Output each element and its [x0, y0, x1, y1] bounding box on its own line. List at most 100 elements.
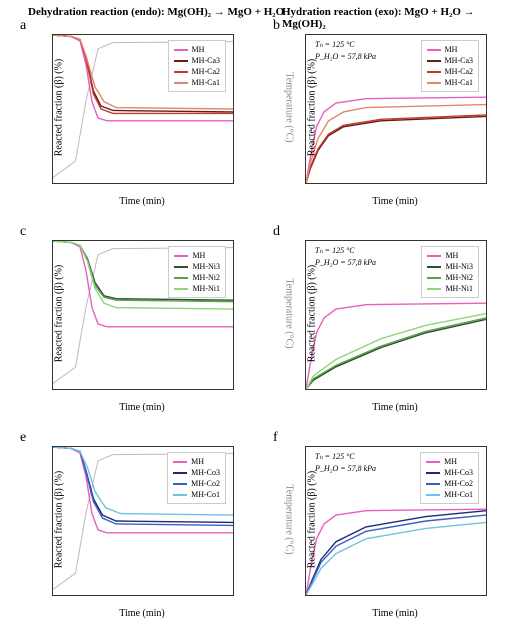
legend-label: MH-Ni2: [445, 273, 473, 282]
legend-swatch: [427, 277, 441, 279]
panel-letter-a: a: [20, 18, 26, 34]
legend-label: MH-Ca3: [445, 56, 473, 65]
legend-item: MH-Ni3: [174, 261, 220, 272]
legend-label: MH-Ni3: [445, 262, 473, 271]
legend-label: MH-Co3: [191, 468, 220, 477]
legend-item: MH: [174, 44, 220, 55]
legend-label: MH: [192, 251, 205, 260]
legend-swatch: [174, 82, 188, 84]
legend-a: MH MH-Ca3 MH-Ca2 MH-Ca1: [168, 40, 226, 92]
legend-swatch: [427, 82, 441, 84]
xlabel-a: Time (min): [112, 196, 172, 207]
panel-letter-d: d: [273, 224, 280, 240]
legend-label: MH-Ni1: [445, 284, 473, 293]
legend-label: MH-Co2: [444, 479, 473, 488]
legend-item: MH-Ca3: [427, 55, 473, 66]
legend-label: MH: [192, 45, 205, 54]
legend-label: MH-Ni3: [192, 262, 220, 271]
ylabel-b: Reacted fraction (β) (%): [306, 59, 317, 157]
legend-label: MH: [444, 457, 457, 466]
legend-item: MH-Ni1: [427, 283, 473, 294]
legend-item: MH-Co3: [426, 467, 473, 478]
hydration-title: Hydration reaction (exo): MgO + H₂O → Mg…: [282, 6, 521, 30]
legend-item: MH: [427, 44, 473, 55]
xlabel-c: Time (min): [112, 402, 172, 413]
legend-item: MH-Ca1: [427, 77, 473, 88]
y2label-e: Temperature (°C): [284, 484, 295, 554]
ylabel-c: Reacted fraction (β) (%): [53, 265, 64, 363]
legend-item: MH-Ni3: [427, 261, 473, 272]
legend-item: MH-Co1: [426, 489, 473, 500]
legend-d: MH MH-Ni3 MH-Ni2 MH-Ni1: [421, 246, 479, 298]
legend-swatch: [426, 461, 440, 463]
legend-label: MH-Co3: [444, 468, 473, 477]
legend-item: MH: [173, 456, 220, 467]
legend-item: MH: [427, 250, 473, 261]
series-Co1: [306, 522, 486, 595]
legend-e: MH MH-Co3 MH-Co2 MH-Co1: [167, 452, 226, 504]
legend-item: MH-Ca2: [427, 66, 473, 77]
anno-Th-b: Tₕ = 125 °C: [315, 40, 355, 49]
legend-label: MH-Co1: [444, 490, 473, 499]
legend-label: MH-Co2: [191, 479, 220, 488]
y2label-c: Temperature (°C): [284, 278, 295, 348]
series-MH: [306, 97, 486, 183]
y2label-a: Temperature (°C): [284, 72, 295, 142]
legend-label: MH-Ca2: [445, 67, 473, 76]
legend-label: MH-Ni1: [192, 284, 220, 293]
legend-item: MH-Ni2: [174, 272, 220, 283]
anno-Th-f: Tₕ = 125 °C: [315, 452, 355, 461]
legend-item: MH-Co2: [173, 478, 220, 489]
legend-label: MH: [445, 251, 458, 260]
xlabel-f: Time (min): [365, 608, 425, 619]
legend-swatch: [427, 266, 441, 268]
legend-b: MH MH-Ca3 MH-Ca2 MH-Ca1: [421, 40, 479, 92]
ylabel-e: Reacted fraction (β) (%): [53, 471, 64, 569]
legend-item: MH-Ca1: [174, 77, 220, 88]
legend-label: MH-Ca1: [192, 78, 220, 87]
legend-label: MH-Ca1: [445, 78, 473, 87]
legend-label: MH-Ca3: [192, 56, 220, 65]
legend-item: MH-Ca3: [174, 55, 220, 66]
series-Ni2: [306, 318, 486, 389]
legend-item: MH-Co3: [173, 467, 220, 478]
panel-letter-b: b: [273, 18, 280, 34]
xlabel-d: Time (min): [365, 402, 425, 413]
legend-label: MH-Co1: [191, 490, 220, 499]
legend-label: MH: [445, 45, 458, 54]
legend-item: MH: [174, 250, 220, 261]
figure-grid: Dehydration reaction (endo): Mg(OH)₂ → M…: [0, 0, 521, 625]
legend-label: MH-Ni2: [192, 273, 220, 282]
panel-letter-f: f: [273, 430, 278, 446]
legend-swatch: [427, 71, 441, 73]
legend-label: MH-Ca2: [192, 67, 220, 76]
series-Ca3: [306, 116, 486, 183]
legend-swatch: [426, 494, 440, 496]
legend-item: MH-Ca2: [174, 66, 220, 77]
xlabel-e: Time (min): [112, 608, 172, 619]
legend-item: MH-Co2: [426, 478, 473, 489]
panel-letter-e: e: [20, 430, 26, 446]
panel-letter-c: c: [20, 224, 26, 240]
legend-swatch: [427, 288, 441, 290]
legend-swatch: [173, 494, 187, 496]
ylabel-d: Reacted fraction (β) (%): [306, 265, 317, 363]
legend-swatch: [426, 483, 440, 485]
legend-swatch: [173, 483, 187, 485]
legend-swatch: [427, 49, 441, 51]
legend-swatch: [174, 266, 188, 268]
series-Co3: [306, 511, 486, 595]
legend-swatch: [174, 255, 188, 257]
legend-item: MH-Ni1: [174, 283, 220, 294]
series-MH: [306, 303, 486, 389]
ylabel-a: Reacted fraction (β) (%): [53, 59, 64, 157]
legend-swatch: [173, 461, 187, 463]
series-Ca2: [306, 115, 486, 183]
series-Co2: [306, 515, 486, 595]
legend-label: MH: [191, 457, 204, 466]
legend-swatch: [173, 472, 187, 474]
legend-f: MH MH-Co3 MH-Co2 MH-Co1: [420, 452, 479, 504]
xlabel-b: Time (min): [365, 196, 425, 207]
anno-P-b: P_H₂O = 57,8 kPa: [315, 52, 376, 61]
legend-c: MH MH-Ni3 MH-Ni2 MH-Ni1: [168, 246, 226, 298]
